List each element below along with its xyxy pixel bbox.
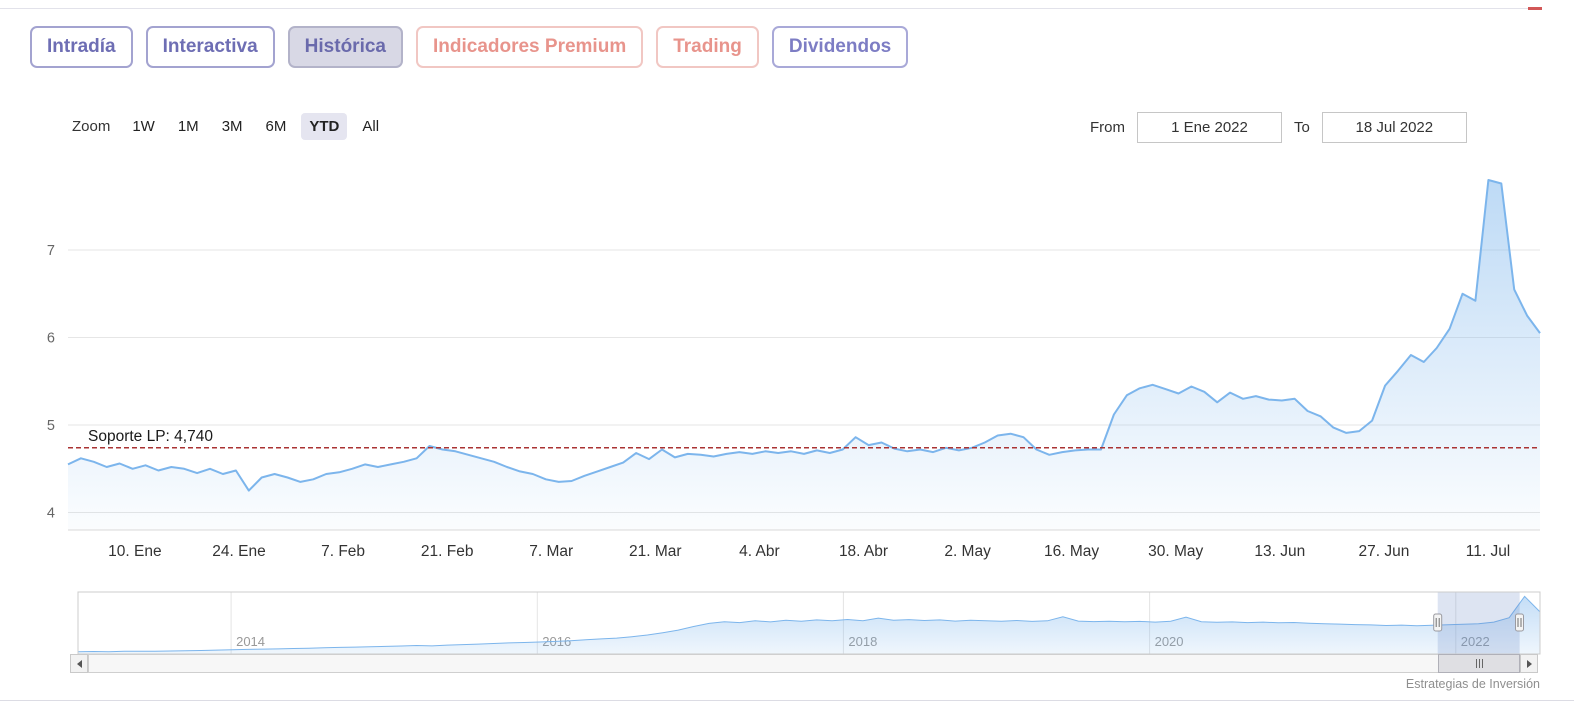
zoom-ytd[interactable]: YTD xyxy=(301,113,348,140)
x-axis-label: 30. May xyxy=(1148,543,1203,560)
scrollbar-thumb[interactable] xyxy=(1438,654,1520,673)
x-axis-label: 11. Jul xyxy=(1466,543,1511,560)
zoom-1m[interactable]: 1M xyxy=(170,113,207,140)
x-axis-label: 7. Feb xyxy=(321,543,365,560)
navigator-handle-left[interactable] xyxy=(1433,613,1443,632)
tab-dividendos[interactable]: Dividendos xyxy=(771,26,909,68)
right-arrow-icon xyxy=(1526,659,1532,668)
x-axis-label: 13. Jun xyxy=(1254,543,1305,560)
support-plotline-label: Soporte LP: 4,740 xyxy=(88,428,213,445)
navigator-area xyxy=(78,596,1540,654)
tab-indicadores-premium[interactable]: Indicadores Premium xyxy=(415,26,644,68)
zoom-label: Zoom xyxy=(72,118,111,135)
left-arrow-icon xyxy=(76,659,82,668)
x-axis-label: 18. Abr xyxy=(839,543,888,560)
x-axis-label: 21. Mar xyxy=(629,543,682,560)
x-axis-label: 10. Ene xyxy=(108,543,161,560)
zoom-all[interactable]: All xyxy=(354,113,387,140)
tab-trading[interactable]: Trading xyxy=(656,26,759,68)
tab-hist-rica[interactable]: Histórica xyxy=(287,26,403,68)
tab-interactiva[interactable]: Interactiva xyxy=(145,26,275,68)
scrollbar-left-arrow[interactable] xyxy=(70,654,88,673)
date-range: From To xyxy=(1090,112,1467,143)
price-line xyxy=(67,179,1541,492)
from-date-input[interactable] xyxy=(1137,112,1282,143)
scrollbar-track[interactable] xyxy=(88,654,1520,673)
zoom-1w[interactable]: 1W xyxy=(124,113,163,140)
chart-type-tabs: Intradía Interactiva Histórica Indicadores … xyxy=(30,26,909,68)
price-area xyxy=(68,180,1540,530)
chart-credit: Estrategias de Inversión xyxy=(1405,677,1540,691)
y-axis-label: 4 xyxy=(47,506,55,522)
navigator-handle-right[interactable] xyxy=(1515,613,1524,632)
x-axis-label: 7. Mar xyxy=(529,543,573,560)
to-label: To xyxy=(1294,119,1310,136)
navigator-year-label: 2014 xyxy=(236,634,265,649)
y-axis-label: 7 xyxy=(47,243,55,259)
x-axis-label: 4. Abr xyxy=(739,543,780,560)
navigator-selection[interactable] xyxy=(1437,592,1520,654)
top-divider xyxy=(0,8,1528,9)
x-axis-label: 21. Feb xyxy=(421,543,474,560)
zoom-6m[interactable]: 6M xyxy=(258,113,295,140)
navigator-line xyxy=(77,595,1541,653)
x-axis-label: 2. May xyxy=(944,543,991,560)
from-label: From xyxy=(1090,119,1125,136)
scrollbar-right-arrow[interactable] xyxy=(1520,654,1538,673)
x-axis-label: 16. May xyxy=(1044,543,1099,560)
zoom-3m[interactable]: 3M xyxy=(214,113,251,140)
bottom-divider xyxy=(0,700,1574,701)
tab-intrad-a[interactable]: Intradía xyxy=(30,26,133,68)
x-axis-label: 24. Ene xyxy=(212,543,265,560)
to-date-input[interactable] xyxy=(1321,112,1467,143)
y-axis-label: 6 xyxy=(47,331,55,347)
zoom-presets: Zoom 1W 1M 3M 6M YTD All xyxy=(72,113,387,140)
x-axis-label: 27. Jun xyxy=(1358,543,1409,560)
y-axis-label: 5 xyxy=(47,418,55,434)
top-divider-accent xyxy=(1528,7,1542,10)
